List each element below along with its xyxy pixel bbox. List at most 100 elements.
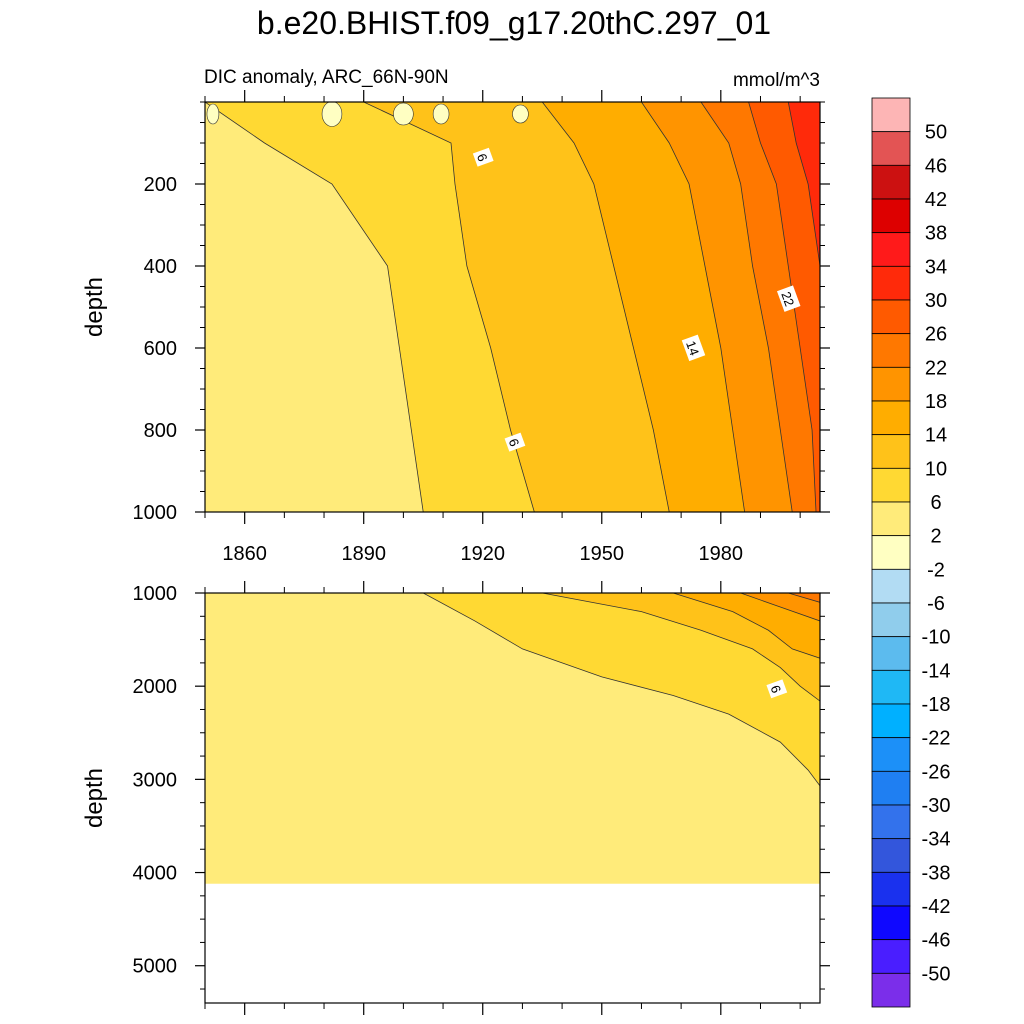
contour-line-10	[673, 593, 820, 659]
contour-label: 6	[472, 147, 494, 167]
colorbar-label: 26	[925, 324, 947, 346]
colorbar-swatch	[871, 366, 911, 402]
colorbar-label: -6	[927, 593, 945, 615]
colorbar-swatch	[871, 198, 911, 234]
y-tick-label: 600	[144, 338, 177, 360]
panel-subtitle-left: DIC anomaly, ARC_66N-90N	[204, 67, 449, 88]
contour-line-6	[363, 102, 535, 512]
colorbar-swatch	[871, 568, 911, 604]
x-tick-label: 1980	[699, 543, 744, 565]
colorbar-swatch	[871, 804, 911, 840]
contour-label: 6	[504, 432, 526, 452]
colorbar-label: 46	[925, 155, 947, 177]
colorbar-swatch	[871, 400, 911, 436]
colorbar-label: 10	[925, 458, 947, 480]
colorbar-swatch	[871, 131, 911, 166]
colorbar-label: 18	[925, 391, 947, 413]
contour-line-14	[641, 102, 746, 512]
negative-anomaly-patch	[206, 103, 220, 125]
colorbar-label: 2	[930, 526, 941, 548]
colorbar-swatch	[871, 434, 911, 469]
contour-field	[205, 593, 820, 884]
colorbar-swatch	[871, 737, 911, 772]
colorbar-swatch	[871, 703, 911, 739]
y-tick-label: 800	[144, 420, 177, 442]
colorbar-swatch	[871, 97, 911, 133]
y-tick-label: 1000	[133, 583, 178, 605]
colorbar-swatch	[871, 467, 911, 503]
contour-line-10	[541, 102, 670, 512]
contour-label-bg	[504, 432, 526, 452]
contour-label-bg	[472, 147, 494, 167]
colorbar-label: -50	[922, 963, 951, 985]
colorbar-label: 42	[925, 189, 947, 211]
colorbar-swatch	[871, 636, 911, 671]
y-tick-label: 4000	[133, 863, 178, 885]
colorbar-label: -42	[922, 896, 951, 918]
negative-anomaly-patch	[432, 103, 450, 125]
negative-anomaly-patch	[321, 102, 343, 127]
colorbar-swatch	[871, 838, 911, 873]
colorbar-label: 38	[925, 223, 947, 245]
contour-line-22	[748, 102, 817, 512]
contour-label-text: 6	[474, 152, 491, 164]
colorbar-label: -38	[922, 862, 951, 884]
x-tick-label: 1890	[341, 543, 386, 565]
colorbar-swatch	[871, 905, 911, 941]
colorbar-label: 30	[925, 290, 947, 312]
contour-band-10	[673, 593, 820, 659]
colorbar-label: -26	[922, 761, 951, 783]
contour-line-2	[205, 102, 424, 512]
colorbar-swatch	[871, 669, 911, 705]
x-tick-label: 1920	[460, 543, 505, 565]
colorbar-swatch	[871, 232, 911, 267]
contour-line-2	[423, 593, 820, 787]
colorbar-label: 50	[925, 122, 947, 144]
y-tick-label: 5000	[133, 956, 178, 978]
colorbar-swatch	[871, 535, 911, 570]
colorbar-label: -14	[922, 660, 951, 682]
colorbar-swatch	[871, 939, 911, 974]
contour-line-26	[787, 102, 820, 512]
upper-panel: 200 400 600 800 1000 1860 1890 1920 1950 1980 dept…	[81, 90, 830, 565]
y-tick-label: 200	[144, 174, 177, 196]
y-tick-label: 1000	[133, 502, 178, 524]
negative-anomaly-patch	[393, 102, 414, 126]
colorbar-label: -22	[922, 728, 951, 750]
colorbar-label: -46	[922, 930, 951, 952]
plot-frame	[204, 592, 821, 1004]
colorbar: 50 46 42 38 34 30 26 22 18 14 10 6 2 -2 -6 -10 -14 -18 -22…	[871, 97, 951, 1008]
colorbar-swatch	[871, 871, 911, 907]
contour-band-22	[748, 102, 820, 512]
colorbar-label: 22	[925, 357, 947, 379]
colorbar-swatch	[871, 164, 911, 200]
x-tick-label: 1860	[222, 543, 267, 565]
lower-panel: 1000 2000 3000 4000 5000 depth 6	[81, 581, 830, 1015]
contour-label-bg	[766, 679, 788, 699]
colorbar-swatch	[871, 333, 911, 368]
colorbar-label: -2	[927, 559, 945, 581]
colorbar-swatch	[871, 770, 911, 806]
contour-label-text: 22	[778, 290, 797, 309]
y-tick-label: 400	[144, 256, 177, 278]
contour-band-2	[423, 593, 820, 786]
contour-label-bg	[681, 334, 706, 362]
colorbar-swatch	[871, 602, 911, 638]
contour-label: 22	[776, 285, 801, 312]
contour-label-text: 6	[768, 683, 785, 695]
colorbar-swatch	[871, 972, 911, 1008]
contour-label: 6	[766, 679, 788, 699]
contour-band-26	[788, 102, 820, 512]
contour-label-bg	[776, 285, 801, 312]
y-tick-label: 3000	[133, 769, 178, 791]
negative-anomaly-patch	[512, 104, 529, 124]
contour-field	[205, 102, 820, 512]
contour-line-14	[740, 593, 820, 622]
colorbar-label: -34	[922, 829, 951, 851]
contour-label-text: 14	[683, 339, 702, 358]
colorbar-label: 14	[925, 425, 947, 447]
colorbar-swatch	[871, 265, 911, 301]
panel-subtitle-right: mmol/m^3	[733, 70, 820, 91]
colorbar-swatch	[871, 501, 911, 537]
